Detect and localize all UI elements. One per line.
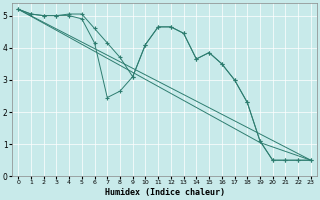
X-axis label: Humidex (Indice chaleur): Humidex (Indice chaleur) bbox=[105, 188, 225, 197]
